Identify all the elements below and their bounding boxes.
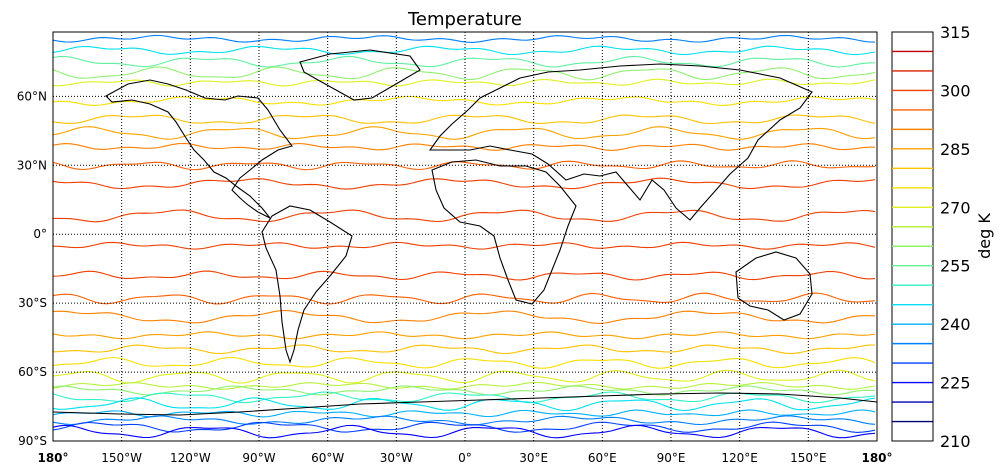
- lat-tick-label: 60°N: [17, 89, 47, 103]
- lon-tick-label: 0°: [458, 451, 472, 465]
- colorbar-tick-label: 255: [940, 257, 971, 276]
- colorbar-tick-labels: 315 300 285 270 255 240 225 210: [940, 23, 971, 451]
- lon-tick-label: 120°W: [170, 451, 211, 465]
- contour-line: [53, 34, 876, 43]
- colorbar-label: deg K: [975, 213, 994, 259]
- coastline-greenland: [299, 49, 421, 101]
- contour-line: [53, 66, 876, 81]
- coastline-north-america: [105, 79, 293, 219]
- map-title: Temperature: [407, 9, 522, 30]
- contour-line: [53, 331, 876, 340]
- contour-line: [53, 209, 876, 223]
- contour-line: [53, 309, 876, 324]
- colorbar-tick-label: 210: [940, 432, 971, 451]
- colorbar-tick-label: 285: [940, 140, 971, 159]
- map-frame: [52, 31, 878, 442]
- contour-line: [53, 424, 876, 439]
- lon-tick-label: 30°E: [519, 451, 548, 465]
- contour-line: [53, 45, 876, 56]
- colorbar-tick-label: 240: [940, 315, 971, 334]
- lon-tick-label: 120°E: [721, 451, 758, 465]
- contour-line: [53, 385, 876, 396]
- lon-tick-label: 150°E: [790, 451, 827, 465]
- lon-tick-label: 30°W: [380, 451, 413, 465]
- contour-line: [53, 95, 876, 106]
- contour-line: [53, 421, 876, 433]
- lon-tick-label: 180°: [37, 451, 68, 465]
- colorbar-level-lines: [892, 50, 933, 423]
- lon-tick-label: 180°: [861, 451, 892, 465]
- coastline-australia: [735, 251, 813, 321]
- contour-line: [53, 270, 876, 281]
- colorbar-frame: [891, 31, 934, 442]
- contour-line: [53, 344, 876, 355]
- lon-tick-label: 60°W: [311, 451, 344, 465]
- lon-tick-label: 90°W: [242, 451, 275, 465]
- colorbar-tick-label: 300: [940, 81, 971, 100]
- colorbar-tick-label: 270: [940, 198, 971, 217]
- coastline-south-america: [261, 205, 353, 364]
- graticule: [53, 32, 877, 441]
- colorbar-tick-label: 315: [940, 23, 971, 42]
- colorbar: 315 300 285 270 255 240 225 210 deg K: [891, 23, 994, 451]
- lat-tick-label: 30°S: [18, 296, 47, 310]
- lat-tick-label: 0°: [33, 227, 47, 241]
- lon-tick-label: 60°E: [588, 451, 617, 465]
- lat-tick-label: 90°S: [18, 434, 47, 448]
- lon-tick-label: 90°E: [657, 451, 686, 465]
- contour-line: [53, 78, 876, 87]
- lat-tick-label: 60°S: [18, 365, 47, 379]
- colorbar-tick-label: 225: [940, 374, 971, 393]
- contour-line: [53, 381, 876, 390]
- coastline-antarctica: [53, 392, 877, 416]
- latitude-tick-labels: 60°N 30°N 0° 30°S 60°S 90°S: [17, 89, 47, 448]
- coastlines: [53, 49, 877, 416]
- coastline-eurasia: [428, 63, 813, 221]
- coastline-africa: [431, 159, 577, 305]
- contour-line: [53, 55, 876, 68]
- contour-line: [53, 409, 876, 418]
- longitude-tick-labels: 180° 150°W 120°W 90°W 60°W 30°W 0° 30°E 60°E 90°E…: [37, 451, 892, 465]
- lon-tick-label: 150°W: [101, 451, 142, 465]
- lat-tick-label: 30°N: [17, 158, 47, 172]
- map-plot-area: [53, 32, 877, 441]
- contour-line: [53, 177, 876, 190]
